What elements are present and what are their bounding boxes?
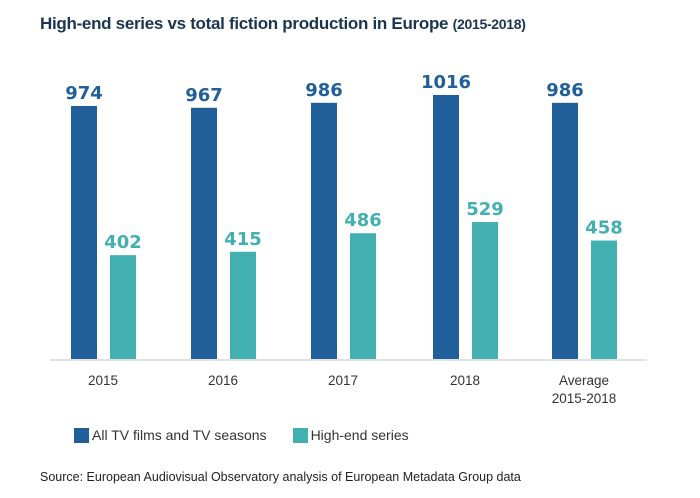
bar-all-tv-1 — [191, 107, 217, 360]
x-tick-labels: 2015 2016 2017 2018 Average 2015-2018 — [88, 373, 616, 406]
chart-title: High-end series vs total fiction product… — [40, 14, 526, 34]
bar-high-end-4 — [591, 240, 617, 360]
data-label-all-tv-3: 1016 — [421, 72, 471, 93]
legend-swatch-high-end — [292, 427, 308, 443]
bars-layer: 974 402 967 415 986 486 1016 529 986 458 — [65, 72, 623, 361]
x-tick-label-0: 2015 — [88, 373, 118, 388]
data-label-all-tv-1: 967 — [185, 85, 223, 106]
data-label-all-tv-4: 986 — [546, 80, 584, 101]
legend-swatch-all-tv — [74, 427, 89, 443]
data-label-high-end-3: 529 — [466, 199, 504, 220]
chart-title-main: High-end series vs total fiction product… — [40, 14, 449, 33]
bar-high-end-0 — [110, 255, 136, 360]
bar-all-tv-2 — [311, 102, 337, 361]
bar-high-end-1 — [230, 251, 256, 360]
bar-all-tv-3 — [433, 95, 459, 360]
bar-all-tv-4 — [552, 102, 578, 361]
x-tick-label-4-line-1: 2015-2018 — [552, 391, 617, 406]
x-tick-label-3: 2018 — [450, 373, 480, 388]
bar-chart: 974 402 967 415 986 486 1016 529 986 458 2015 2016… — [50, 72, 647, 406]
x-tick-label-1: 2016 — [208, 373, 238, 388]
data-label-high-end-1: 415 — [224, 229, 262, 250]
bar-all-tv-0 — [71, 105, 97, 360]
legend-item-high-end: High-end series — [292, 427, 409, 443]
data-label-all-tv-0: 974 — [65, 83, 103, 104]
data-label-all-tv-2: 986 — [305, 80, 343, 101]
legend-label-all-tv: All TV films and TV seasons — [92, 427, 267, 443]
bar-high-end-3 — [472, 222, 498, 360]
data-label-high-end-0: 402 — [104, 232, 142, 253]
chart-subtitle: (2015-2018) — [452, 16, 526, 32]
source-note: Source: European Audiovisual Observatory… — [40, 470, 521, 484]
data-label-high-end-2: 486 — [344, 210, 382, 231]
data-label-high-end-4: 458 — [585, 218, 623, 239]
legend: All TV films and TV seasons High-end ser… — [74, 427, 435, 443]
legend-label-high-end: High-end series — [310, 427, 409, 443]
legend-item-all-tv: All TV films and TV seasons — [74, 427, 267, 443]
bar-high-end-2 — [350, 233, 376, 360]
x-tick-label-2: 2017 — [328, 373, 358, 388]
x-tick-label-4-line-0: Average — [559, 373, 609, 388]
